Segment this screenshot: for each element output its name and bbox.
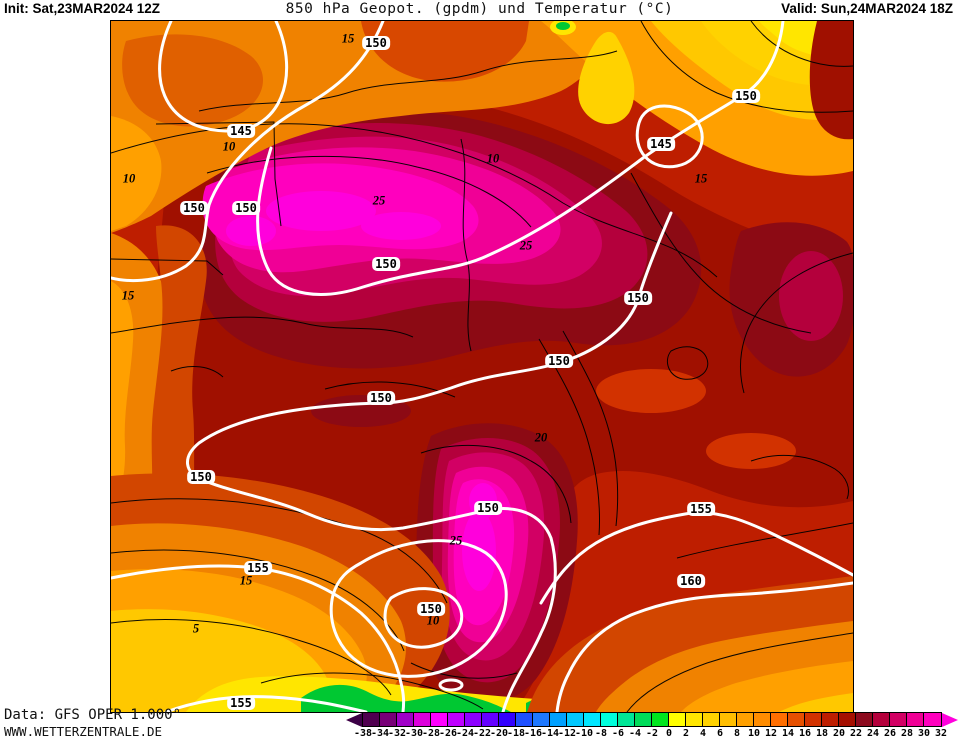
legend-cell (601, 713, 618, 726)
legend-tick: -12 (557, 728, 577, 739)
legend-tick: 12 (764, 728, 778, 739)
colorbar-left-arrow (346, 712, 362, 727)
legend-cell (516, 713, 533, 726)
legend-cell (431, 713, 448, 726)
legend-tick: -16 (523, 728, 543, 739)
valid-datetime-label: Valid: Sun,24MAR2024 18Z (781, 1, 953, 16)
legend-cell (907, 713, 924, 726)
legend-cell (397, 713, 414, 726)
legend-cell (890, 713, 907, 726)
legend-cell (414, 713, 431, 726)
legend-tick: 16 (798, 728, 812, 739)
legend-cell (669, 713, 686, 726)
legend-cell (635, 713, 652, 726)
legend-cell (363, 713, 380, 726)
legend-cell (924, 713, 941, 726)
legend-cell (703, 713, 720, 726)
legend-cell (720, 713, 737, 726)
chart-title: 850 hPa Geopot. (gpdm) und Temperatur (°… (285, 1, 674, 17)
legend-tick: -34 (370, 728, 390, 739)
legend-cell (737, 713, 754, 726)
legend-tick: -32 (387, 728, 407, 739)
legend-cell (771, 713, 788, 726)
legend-cell (465, 713, 482, 726)
legend-cell (550, 713, 567, 726)
legend-tick: -26 (438, 728, 458, 739)
legend-tick: -2 (645, 728, 659, 739)
legend-cell (499, 713, 516, 726)
legend-cell (822, 713, 839, 726)
colorbar-row (346, 712, 958, 727)
legend-tick: -28 (421, 728, 441, 739)
legend-tick: -10 (574, 728, 594, 739)
legend-cell (873, 713, 890, 726)
legend-cell (533, 713, 550, 726)
legend-tick: -38 (353, 728, 373, 739)
legend-tick: 0 (665, 728, 673, 739)
legend-tick: 14 (781, 728, 795, 739)
init-datetime-label: Init: Sat,23MAR2024 12Z (4, 1, 161, 16)
legend-cell (567, 713, 584, 726)
legend-cell (839, 713, 856, 726)
weather-map: 150 145 145 150 150 150 150 150 150 150 150 150 150 1… (110, 20, 854, 713)
legend-tick: -8 (594, 728, 608, 739)
legend-tick: 28 (900, 728, 914, 739)
legend-cell (380, 713, 397, 726)
legend-cell (448, 713, 465, 726)
legend-tick: -6 (611, 728, 625, 739)
legend-tick: -4 (628, 728, 642, 739)
legend-tick: -20 (489, 728, 509, 739)
colorbar-right-arrow (942, 712, 958, 727)
colorbar-cells (362, 712, 942, 727)
legend-cell (754, 713, 771, 726)
legend-tick: 2 (682, 728, 690, 739)
legend-cell (618, 713, 635, 726)
legend-tick: 30 (917, 728, 931, 739)
temperature-colorbar: -38 -34 -32 -30 -28 -26 -24 -22 -20 -18 -16 -14 -12-… (346, 712, 958, 740)
legend-tick: -18 (506, 728, 526, 739)
legend-tick: 18 (815, 728, 829, 739)
legend-tick: -24 (455, 728, 475, 739)
legend-cell (584, 713, 601, 726)
legend-tick: 10 (747, 728, 761, 739)
legend-tick: 24 (866, 728, 880, 739)
legend-tick: 32 (934, 728, 948, 739)
legend-tick: 6 (716, 728, 724, 739)
legend-tick: 22 (849, 728, 863, 739)
legend-tick: -22 (472, 728, 492, 739)
legend-cell (482, 713, 499, 726)
colorbar-ticks: -38 -34 -32 -30 -28 -26 -24 -22 -20 -18 -16 -14 -12-… (346, 728, 958, 740)
website-label: WWW.WETTERZENTRALE.DE (4, 724, 163, 739)
legend-tick: 26 (883, 728, 897, 739)
legend-cell (652, 713, 669, 726)
legend-tick: 4 (699, 728, 707, 739)
data-source-label: Data: GFS OPER 1.000° (4, 707, 182, 723)
legend-cell (686, 713, 703, 726)
legend-tick: -14 (540, 728, 560, 739)
temperature-field-svg (111, 21, 853, 712)
legend-cell (856, 713, 873, 726)
legend-cell (788, 713, 805, 726)
legend-tick: 8 (733, 728, 741, 739)
legend-tick: 20 (832, 728, 846, 739)
legend-cell (805, 713, 822, 726)
legend-tick: -30 (404, 728, 424, 739)
